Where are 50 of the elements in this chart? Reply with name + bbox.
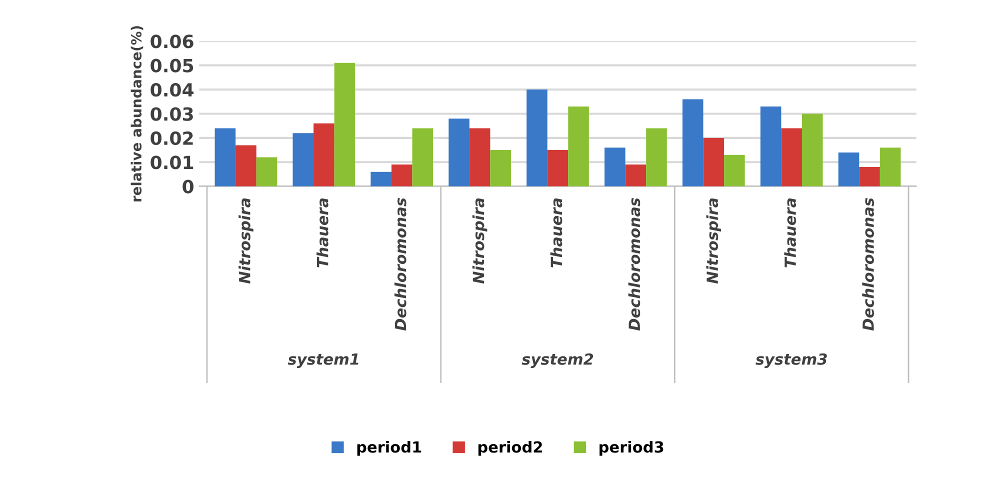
bar xyxy=(859,166,880,186)
bar xyxy=(236,145,256,186)
y-tick-label: 0.06 xyxy=(150,34,194,48)
bar xyxy=(314,123,334,186)
y-tick-label: 0 xyxy=(182,180,194,194)
bar xyxy=(625,164,646,186)
bar xyxy=(292,133,314,186)
bar xyxy=(214,128,236,186)
y-tick-label: 0.05 xyxy=(150,58,194,72)
bar xyxy=(412,128,434,186)
x-tick-label: Dechloromonas xyxy=(628,198,640,331)
bar xyxy=(838,152,860,186)
text: system3 xyxy=(756,353,827,368)
bar xyxy=(604,148,626,186)
bar xyxy=(568,106,589,186)
bar xyxy=(391,164,412,186)
bar xyxy=(703,138,724,186)
x-tick-label: Thauera xyxy=(784,198,796,268)
x-tick-label: Thauera xyxy=(550,198,562,268)
y-tick-label: 0.04 xyxy=(150,83,194,97)
bar xyxy=(547,150,568,186)
bar xyxy=(370,172,392,186)
bar xyxy=(526,90,548,186)
text: system1 xyxy=(288,354,358,368)
x-tick-label: Nitrospira xyxy=(706,198,722,284)
x-tick-label: Thauera xyxy=(316,198,328,268)
bar xyxy=(760,106,782,186)
legend-label: period2 xyxy=(478,440,542,456)
bar xyxy=(802,114,823,186)
bar xyxy=(448,118,470,186)
bar xyxy=(256,157,278,186)
y-tick-label: 0.01 xyxy=(150,156,194,170)
bar xyxy=(469,128,490,186)
legend-label: period1 xyxy=(357,440,422,456)
legend-label: period3 xyxy=(600,440,664,456)
y-tick-label: 0.03 xyxy=(150,107,193,121)
y-axis-title: relative abundance(%) xyxy=(130,26,144,202)
bar xyxy=(724,154,745,186)
y-tick-label: 0.02 xyxy=(150,131,193,146)
bar xyxy=(781,128,802,186)
bar xyxy=(334,62,356,186)
x-tick-label: Dechloromonas xyxy=(862,198,874,331)
x-tick-label: Nitrospira xyxy=(238,198,254,284)
bar xyxy=(682,99,704,186)
x-tick-label: Dechloromonas xyxy=(394,198,406,331)
bar xyxy=(646,128,667,186)
bar xyxy=(490,150,511,186)
bar xyxy=(880,148,901,186)
text: system2 xyxy=(522,353,594,368)
x-tick-label: Nitrospira xyxy=(472,198,488,284)
